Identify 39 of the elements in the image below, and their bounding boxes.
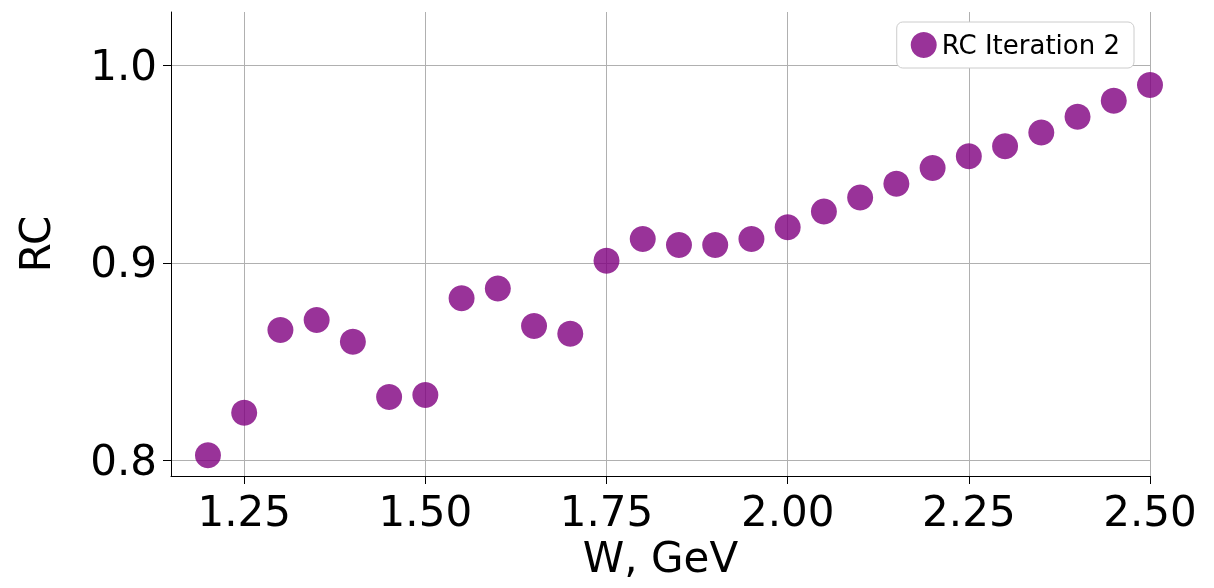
point <box>919 154 946 181</box>
point <box>738 226 765 253</box>
point <box>376 384 403 411</box>
x-tick-label: 2.50 <box>1103 486 1197 536</box>
point <box>557 320 584 347</box>
point <box>1064 103 1091 130</box>
x-tick-label: 2.25 <box>922 486 1016 536</box>
x-tick-label: 1.25 <box>197 486 291 536</box>
point <box>484 275 511 302</box>
point <box>774 214 801 241</box>
x-tick-label: 2.00 <box>740 486 835 536</box>
point <box>955 143 982 170</box>
point <box>883 170 910 197</box>
point <box>303 307 330 334</box>
point <box>231 399 258 426</box>
x-axis-title: W, GeV <box>582 533 739 583</box>
point <box>629 226 656 253</box>
point <box>1028 119 1055 146</box>
point <box>1137 72 1163 99</box>
legend-label: RC Iteration 2 <box>941 30 1120 60</box>
point <box>448 285 475 312</box>
y-tick-label: 1.0 <box>90 40 157 90</box>
point <box>194 442 221 469</box>
y-axis-title: RC <box>10 215 60 273</box>
point <box>702 231 729 258</box>
y-tick-label: 0.8 <box>90 435 157 485</box>
x-tick-label: 1.75 <box>559 486 654 536</box>
point <box>339 328 366 355</box>
x-tick-label: 1.50 <box>378 486 473 536</box>
point <box>666 231 692 258</box>
point <box>810 198 837 225</box>
y-tick-label: 0.9 <box>90 238 157 288</box>
point <box>267 316 294 343</box>
point <box>847 184 874 211</box>
point <box>521 312 548 339</box>
point <box>593 247 620 274</box>
point <box>1100 87 1127 114</box>
point <box>992 133 1019 160</box>
point <box>412 382 439 409</box>
